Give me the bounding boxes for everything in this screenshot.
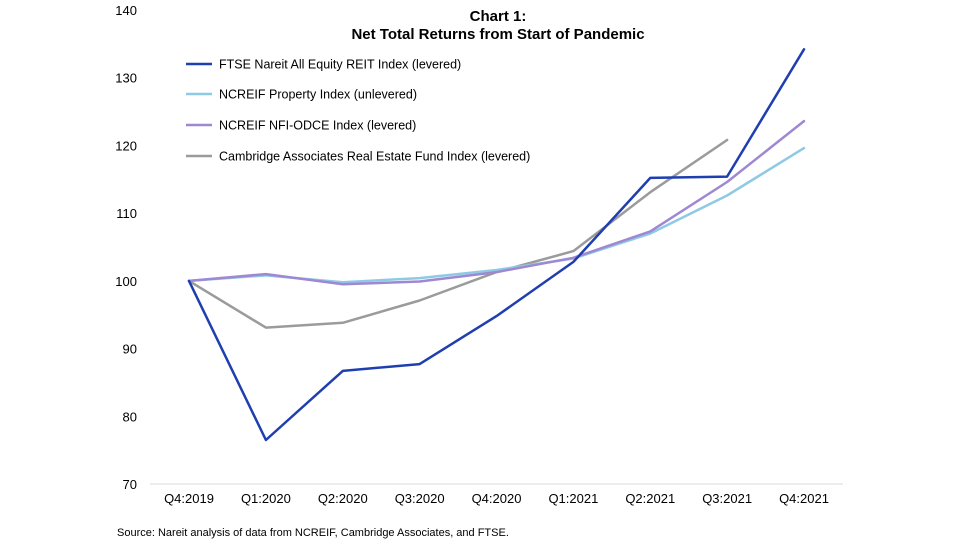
y-tick-label: 90 bbox=[123, 342, 137, 357]
series-line-3 bbox=[187, 119, 806, 286]
y-tick-label: 140 bbox=[115, 3, 137, 18]
y-tick-label: 80 bbox=[123, 409, 137, 424]
series-line-4 bbox=[187, 138, 729, 329]
legend: FTSE Nareit All Equity REIT Index (lever… bbox=[186, 58, 530, 164]
series-line-1 bbox=[187, 48, 806, 442]
x-tick-label: Q1:2021 bbox=[548, 491, 598, 506]
x-tick-label: Q4:2019 bbox=[164, 491, 214, 506]
y-tick-label: 120 bbox=[115, 138, 137, 153]
legend-label: NCREIF NFI-ODCE Index (levered) bbox=[219, 119, 416, 133]
y-tick-label: 100 bbox=[115, 274, 137, 289]
y-axis-ticks: 70 80 90 100 110 120 130 140 bbox=[115, 3, 137, 492]
chart-subtitle: Net Total Returns from Start of Pandemic bbox=[351, 26, 644, 43]
source-note: Source: Nareit analysis of data from NCR… bbox=[117, 527, 509, 539]
x-tick-label: Q1:2020 bbox=[241, 491, 291, 506]
series-line-2 bbox=[187, 146, 806, 284]
chart-title-group: Chart 1: Net Total Returns from Start of… bbox=[351, 8, 644, 43]
legend-label: Cambridge Associates Real Estate Fund In… bbox=[219, 150, 530, 164]
x-tick-label: Q2:2020 bbox=[318, 491, 368, 506]
y-tick-label: 70 bbox=[123, 477, 137, 492]
x-tick-label: Q3:2020 bbox=[395, 491, 445, 506]
y-tick-label: 130 bbox=[115, 71, 137, 86]
x-tick-label: Q3:2021 bbox=[702, 491, 752, 506]
y-tick-label: 110 bbox=[116, 206, 137, 221]
x-tick-label: Q2:2021 bbox=[625, 491, 675, 506]
x-tick-label: Q4:2020 bbox=[472, 491, 522, 506]
legend-label: FTSE Nareit All Equity REIT Index (lever… bbox=[219, 58, 461, 72]
x-axis-ticks: Q4:2019 Q1:2020 Q2:2020 Q3:2020 Q4:2020 Q1:20… bbox=[164, 491, 829, 506]
x-tick-label: Q4:2021 bbox=[779, 491, 829, 506]
legend-label: NCREIF Property Index (unlevered) bbox=[219, 88, 417, 102]
series-lines bbox=[187, 48, 806, 442]
chart-title: Chart 1: bbox=[470, 8, 527, 25]
